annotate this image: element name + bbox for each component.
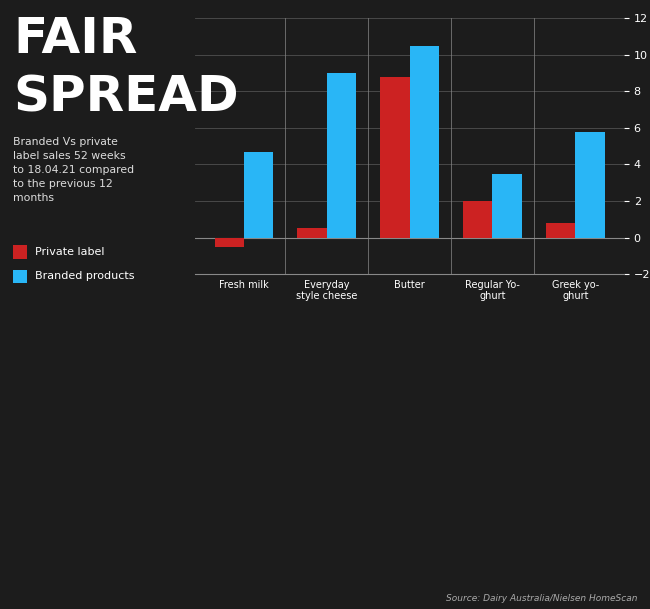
Bar [547,223,575,238]
Bar [493,174,521,238]
Bar [244,152,272,238]
Text: Source: Dairy Australia/Nielsen HomeScan: Source: Dairy Australia/Nielsen HomeScan [445,594,637,603]
Text: Branded products: Branded products [35,272,135,281]
Text: Branded Vs private
label sales 52 weeks
to 18.04.21 compared
to the previous 12
: Branded Vs private label sales 52 weeks … [13,137,134,203]
Bar [575,132,604,238]
Bar [410,46,439,238]
Bar [326,73,356,238]
Bar [380,77,410,238]
Bar [298,228,326,238]
Text: SPREAD: SPREAD [13,73,239,121]
Bar [214,238,244,247]
Text: Private label: Private label [35,247,105,257]
Bar [463,201,493,238]
Text: FAIR: FAIR [13,15,137,63]
